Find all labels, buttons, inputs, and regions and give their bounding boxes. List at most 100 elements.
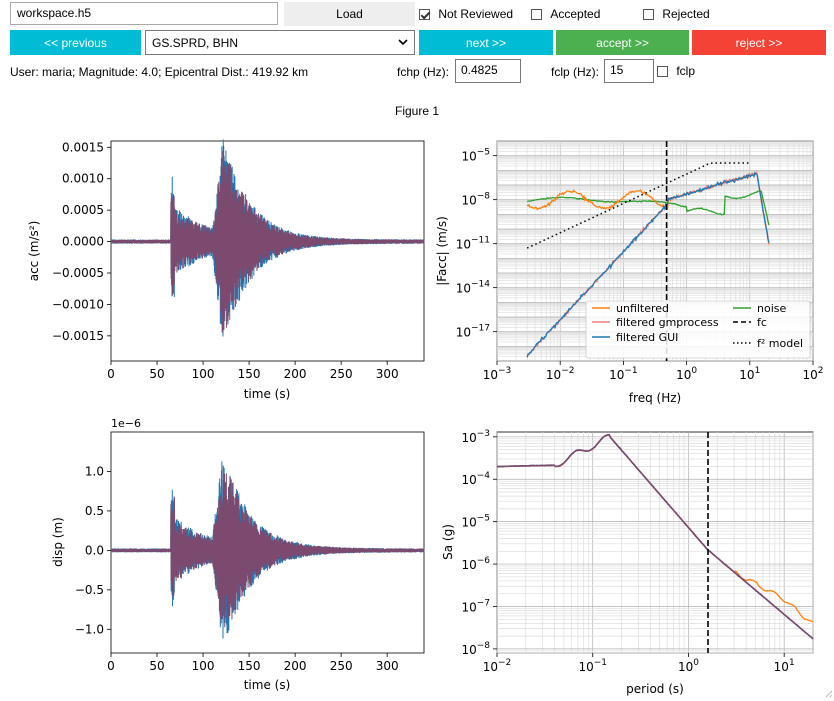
sa-filtered-trace [496, 433, 814, 640]
x-tick-label: 10−1 [609, 366, 638, 382]
x-tick-label: 250 [330, 659, 353, 673]
fclp-checkbox[interactable]: fclp [657, 64, 695, 78]
x-tick-label: 300 [376, 659, 399, 673]
y-tick-label: 10−8 [461, 641, 490, 657]
resize-grip-icon[interactable] [825, 690, 833, 698]
x-tick-label: 100 [192, 659, 215, 673]
fclp-check-icon[interactable] [657, 66, 668, 78]
legend-label: unfiltered [616, 302, 669, 315]
x-tick-label: 150 [238, 367, 261, 381]
next-button[interactable]: next >> [419, 30, 553, 55]
y-tick-label: 10−14 [456, 280, 491, 296]
filtered-gui-trace [526, 171, 770, 358]
station-select-value: GS.SPRD, BHN [152, 35, 239, 50]
rejected-label: Rejected [662, 7, 710, 21]
x-tick-label: 10−2 [546, 366, 575, 382]
accept-button[interactable]: accept >> [556, 30, 689, 55]
x-tick-label: 200 [284, 367, 307, 381]
disp-ylabel: disp (m) [51, 517, 65, 567]
y-tick-label: 0.5 [85, 504, 104, 518]
legend-label: filtered GUI [616, 331, 678, 344]
fclp-checkbox-label: fclp [676, 64, 696, 78]
x-tick-label: 250 [330, 367, 353, 381]
y-tick-label: −0.0010 [52, 297, 104, 311]
x-tick-label: 200 [284, 659, 307, 673]
legend-label: fc [757, 316, 767, 329]
file-path-input[interactable]: workspace.h5 [10, 2, 278, 25]
sa-xlabel: period (s) [626, 682, 684, 696]
record-info: User: maria; Magnitude: 4.0; Epicentral … [10, 65, 309, 79]
figure-title: Figure 1 [394, 104, 440, 118]
x-tick-label: 101 [774, 658, 795, 674]
fchp-label: fchp (Hz): [397, 65, 450, 79]
legend-label: filtered gmprocess [616, 316, 719, 329]
filtered-trace [110, 465, 425, 628]
y-tick-label: −0.0015 [52, 329, 104, 343]
x-tick-label: 10−2 [483, 658, 512, 674]
legend-label: noise [757, 302, 786, 315]
x-tick-label: 100 [676, 366, 697, 382]
y-tick-label: 10−4 [461, 471, 490, 487]
x-tick-label: 50 [149, 659, 164, 673]
filtered-trace [110, 145, 425, 333]
x-tick-label: 150 [238, 659, 261, 673]
chevron-down-icon [398, 39, 408, 46]
y-tick-label: 10−5 [461, 148, 490, 164]
sa-ylabel: Sa (g) [441, 524, 455, 560]
x-tick-label: 101 [739, 366, 760, 382]
figure-canvas[interactable]: 0 50 100 150 200 250 300 −0.0015 −0.0010 −0.0005… [0, 120, 834, 701]
not-reviewed-checkbox[interactable]: Not Reviewed [419, 7, 513, 21]
accepted-label: Accepted [550, 7, 601, 21]
acc-xlabel: time (s) [244, 387, 291, 401]
noise-trace [526, 190, 770, 226]
y-tick-label: 0.0015 [62, 140, 104, 154]
reject-button[interactable]: reject >> [692, 30, 826, 55]
not-reviewed-check-icon[interactable] [419, 9, 430, 21]
fas-plot: 10−3 10−2 10−1 100 101 102 10−17 10−14 10−11 10−… [435, 140, 824, 405]
fas-xlabel: freq (Hz) [629, 391, 681, 405]
rejected-checkbox[interactable]: Rejected [643, 7, 710, 21]
previous-button[interactable]: << previous [10, 30, 141, 55]
y-tick-label: −1.0 [75, 622, 104, 636]
not-reviewed-label: Not Reviewed [438, 7, 514, 21]
acc-ylabel: acc (m/s²) [27, 221, 41, 282]
y-tick-label: 0.0010 [62, 172, 104, 186]
y-tick-label: 10−17 [456, 324, 490, 340]
y-tick-label: 10−7 [461, 598, 490, 614]
y-tick-label: −0.0005 [52, 266, 104, 280]
y-tick-label: 10−8 [461, 192, 490, 208]
y-tick-label: 1.0 [85, 464, 104, 478]
fchp-input[interactable]: 0.4825 [455, 59, 521, 83]
y-tick-label: 0.0000 [62, 235, 104, 249]
y-tick-label: 0.0005 [62, 203, 104, 217]
x-tick-label: 100 [192, 367, 215, 381]
fclp-input[interactable]: 15 [604, 59, 654, 83]
y-tick-label: −0.5 [75, 583, 104, 597]
legend-label: f² model [757, 337, 803, 350]
disp-scale-label: 1e−6 [111, 417, 141, 430]
x-tick-label: 50 [149, 367, 164, 381]
x-tick-label: 10−3 [483, 366, 512, 382]
y-tick-label: 10−3 [461, 429, 490, 445]
y-tick-label: 10−6 [461, 556, 490, 572]
fas-ylabel: |Facc| (m/s) [435, 216, 449, 286]
x-tick-label: 300 [376, 367, 399, 381]
rejected-check-icon[interactable] [643, 9, 654, 21]
y-tick-label: 10−11 [456, 236, 490, 252]
x-tick-label: 102 [802, 366, 823, 382]
y-tick-label: 10−5 [461, 514, 490, 530]
station-select[interactable]: GS.SPRD, BHN [145, 30, 415, 55]
accepted-checkbox[interactable]: Accepted [531, 7, 600, 21]
fclp-label: fclp (Hz): [551, 65, 599, 79]
f2-model-line [526, 162, 750, 249]
accepted-check-icon[interactable] [531, 9, 542, 21]
acc-plot: 0 50 100 150 200 250 300 −0.0015 −0.0010 −0.0005… [27, 139, 425, 401]
x-tick-label: 100 [678, 658, 699, 674]
x-tick-label: 0 [107, 659, 115, 673]
x-tick-label: 10−1 [578, 658, 607, 674]
sa-plot: 10−2 10−1 100 101 10−810−710−610−510−410−3 … [441, 429, 814, 696]
load-button[interactable]: Load [284, 2, 415, 26]
disp-xlabel: time (s) [244, 678, 291, 692]
y-tick-label: 0.0 [85, 543, 104, 557]
